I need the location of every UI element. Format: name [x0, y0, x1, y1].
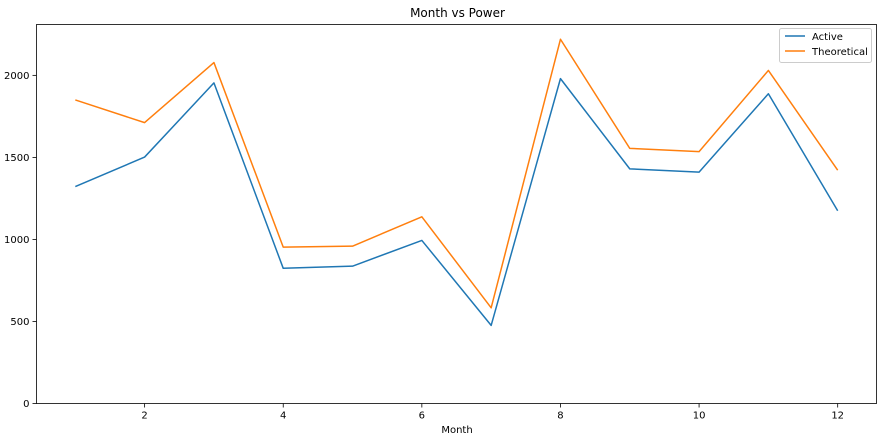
legend-box [779, 28, 872, 63]
series-line-theoretical [75, 38, 839, 309]
chart-title: Month vs Power [410, 6, 505, 20]
legend-label-active: Active [812, 32, 843, 43]
y-axis: 0 500 1000 1500 2000 [4, 71, 37, 410]
x-axis: 2 4 6 8 10 12 [141, 403, 844, 422]
legend-label-theoretical: Theoretical [811, 47, 868, 58]
x-tick-label: 2 [141, 411, 147, 422]
x-tick-label: 8 [557, 411, 563, 422]
plot-area: 2 4 6 8 10 12 0 500 1000 1500 2000 [4, 24, 877, 422]
x-tick-label: 10 [693, 411, 706, 422]
y-tick-label: 1000 [4, 235, 29, 246]
series-line-active [75, 77, 839, 327]
x-tick-label: 12 [831, 411, 844, 422]
y-tick-label: 2000 [4, 71, 29, 82]
series-layer [75, 38, 839, 327]
y-tick-label: 500 [10, 317, 29, 328]
y-tick-label: 0 [23, 399, 29, 410]
x-tick-label: 6 [419, 411, 425, 422]
legend: Active Theoretical [779, 28, 872, 63]
x-axis-label: Month [441, 425, 472, 436]
x-tick-label: 4 [280, 411, 286, 422]
y-tick-label: 1500 [4, 153, 29, 164]
plot-frame [36, 24, 877, 404]
